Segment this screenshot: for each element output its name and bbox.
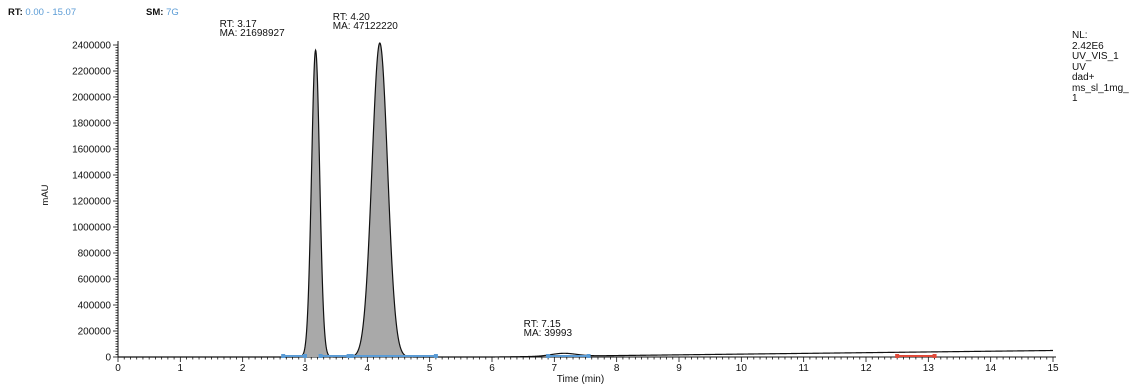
x-tick-label: 2 bbox=[240, 363, 246, 374]
x-tick-label: 10 bbox=[736, 363, 748, 374]
y-tick-label: 0 bbox=[105, 353, 111, 364]
y-tick-label: 800000 bbox=[78, 249, 112, 260]
x-tick-label: 12 bbox=[860, 363, 872, 374]
x-tick-label: 0 bbox=[115, 363, 121, 374]
chromatogram-trace bbox=[118, 42, 1053, 358]
x-axis-label: Time (min) bbox=[557, 374, 604, 385]
integration-end-marker bbox=[586, 354, 591, 358]
y-tick-label: 400000 bbox=[78, 301, 112, 312]
integration-end-marker bbox=[303, 354, 307, 358]
trace-layer bbox=[118, 42, 1053, 358]
integration-start-marker bbox=[281, 354, 286, 358]
x-tick-label: 7 bbox=[552, 363, 558, 374]
y-tick-label: 1600000 bbox=[72, 145, 111, 156]
x-tick-label: 1 bbox=[178, 363, 184, 374]
x-tick-label: 3 bbox=[302, 363, 308, 374]
integration-end-marker bbox=[346, 354, 351, 358]
nl-line-label: NL: bbox=[1072, 30, 1088, 41]
nl-line-scan: dad+ bbox=[1072, 72, 1095, 83]
peak-ma-label: MA: 47122220 bbox=[333, 21, 398, 32]
sm-value: 7G bbox=[166, 7, 179, 18]
y-tick-label: 1800000 bbox=[72, 119, 111, 130]
integration-start-marker bbox=[318, 354, 323, 358]
nl-line-value: 2.42E6 bbox=[1072, 40, 1104, 52]
nl-line-detector: UV bbox=[1072, 61, 1086, 73]
y-tick-label: 2400000 bbox=[72, 41, 111, 52]
x-tick-label: 13 bbox=[923, 363, 935, 374]
peak-rt-label: RT: 7.15 bbox=[524, 319, 561, 330]
integration-start-marker bbox=[349, 354, 354, 358]
y-tick-label: 2000000 bbox=[72, 93, 111, 104]
x-tick-label: 11 bbox=[798, 363, 809, 374]
peak-fill-1 bbox=[298, 50, 333, 358]
x-tick-label: 5 bbox=[427, 363, 433, 374]
integration-start-marker bbox=[895, 354, 900, 358]
peak-rt-label: RT: 3.17 bbox=[220, 19, 257, 30]
nl-line-channel: UV_VIS_1 bbox=[1072, 51, 1119, 62]
x-tick-label: 14 bbox=[985, 363, 997, 374]
sm-readout: SM: 7G bbox=[146, 7, 179, 18]
peak-ma-label: MA: 21698927 bbox=[220, 28, 285, 39]
x-tick-label: 15 bbox=[1047, 363, 1059, 374]
x-tick-label: 9 bbox=[676, 363, 682, 374]
nl-line-file: ms_sl_1mg_ bbox=[1072, 82, 1129, 94]
nl-line-file-suffix: 1 bbox=[1072, 93, 1078, 104]
y-tick-label: 200000 bbox=[78, 327, 112, 338]
peak-rt-label: RT: 4.20 bbox=[333, 12, 370, 23]
x-tick-label: 4 bbox=[365, 363, 371, 374]
y-tick-label: 1200000 bbox=[72, 197, 111, 208]
y-tick-label: 2200000 bbox=[72, 67, 111, 78]
x-tick-label: 8 bbox=[614, 363, 620, 374]
sm-label: SM: bbox=[146, 7, 164, 18]
integration-start-marker bbox=[546, 354, 551, 358]
y-tick-label: 600000 bbox=[78, 275, 112, 286]
integration-end-marker bbox=[433, 354, 438, 358]
y-tick-label: 1000000 bbox=[72, 223, 111, 234]
normalization-info: NL: 2.42E6 UV_VIS_1 UV dad+ ms_sl_1mg_ 1 bbox=[1072, 30, 1129, 105]
x-tick-label: 6 bbox=[489, 363, 495, 374]
rt-range-value: 0.00 - 15.07 bbox=[25, 7, 77, 18]
peak-ma-label: MA: 39993 bbox=[524, 328, 573, 339]
rt-range-readout: RT: 0.00 - 15.07 bbox=[8, 7, 76, 18]
y-tick-label: 1400000 bbox=[72, 171, 111, 182]
y-axis-label: mAU bbox=[40, 184, 51, 205]
rt-label: RT: bbox=[8, 7, 23, 18]
peak-fill-2 bbox=[347, 43, 413, 358]
integration-end-marker bbox=[932, 354, 937, 358]
